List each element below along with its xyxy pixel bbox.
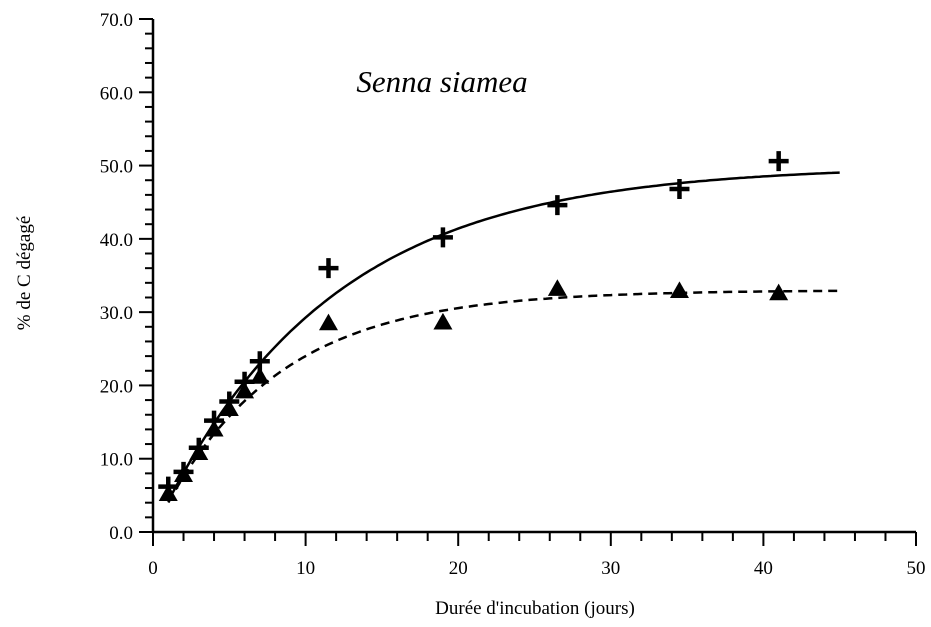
y-axis-title: % de C dégagé bbox=[14, 216, 35, 330]
triangle-marker bbox=[433, 312, 453, 330]
plus-marker bbox=[547, 195, 568, 216]
x-tick-label: 20 bbox=[449, 558, 468, 579]
x-tick-label: 10 bbox=[296, 558, 315, 579]
triangle-marker bbox=[235, 381, 255, 399]
y-tick-label: 70.0 bbox=[100, 10, 133, 31]
triangle-marker bbox=[219, 399, 239, 417]
x-axis-title: Durée d'incubation (jours) bbox=[435, 598, 635, 619]
triangle-marker bbox=[158, 484, 178, 502]
fit-curve-solid bbox=[167, 171, 840, 502]
triangle-marker bbox=[204, 419, 224, 437]
plus-marker bbox=[432, 227, 453, 248]
y-tick-label: 10.0 bbox=[100, 450, 133, 471]
triangle-marker bbox=[189, 443, 209, 460]
y-tick-label: 20.0 bbox=[100, 376, 133, 397]
plus-marker bbox=[768, 151, 789, 172]
y-tick-label: 50.0 bbox=[100, 157, 133, 178]
fit-curve-dashed bbox=[167, 289, 840, 504]
triangle-marker bbox=[318, 313, 338, 331]
x-tick-label: 30 bbox=[601, 558, 620, 579]
y-tick-label: 0.0 bbox=[109, 523, 133, 544]
triangle-marker bbox=[250, 367, 270, 384]
axes bbox=[151, 19, 916, 534]
triangle-marker bbox=[769, 283, 789, 301]
y-tick-label: 60.0 bbox=[100, 83, 133, 104]
ticks: 0 10 20 30 40 50 0.0 10.0 20.0 30.0 40.0 50.0 60.0 70… bbox=[100, 10, 926, 579]
x-tick-label: 0 bbox=[148, 558, 158, 579]
plus-marker bbox=[669, 179, 690, 200]
triangle-marker bbox=[547, 279, 567, 296]
triangle-marker bbox=[174, 465, 194, 482]
x-tick-label: 40 bbox=[754, 558, 773, 579]
x-tick-label: 50 bbox=[907, 558, 926, 579]
data-points bbox=[158, 151, 789, 502]
y-tick-label: 30.0 bbox=[100, 303, 133, 324]
triangle-marker bbox=[669, 281, 689, 299]
fit-curves bbox=[167, 171, 840, 504]
y-tick-label: 40.0 bbox=[100, 230, 133, 251]
chart-title: Senna siamea bbox=[356, 64, 527, 99]
plus-marker bbox=[318, 258, 339, 279]
